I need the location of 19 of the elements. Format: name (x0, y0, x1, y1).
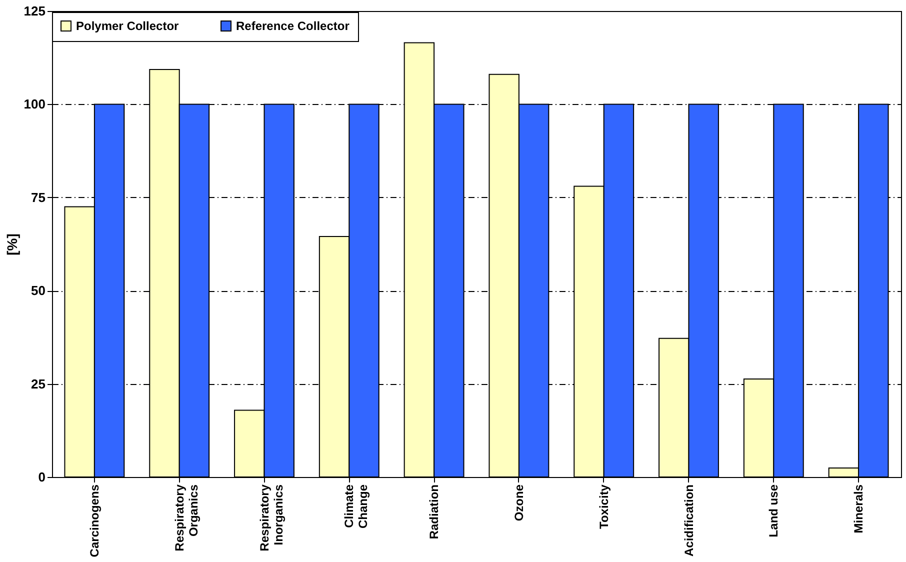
x-tick-label: Land use (766, 484, 781, 538)
x-tick-label: Respiratory Inorganics (257, 484, 286, 552)
y-tick-label: 75 (31, 190, 46, 205)
y-tick-label: 50 (31, 283, 46, 298)
y-axis-title: [%] (4, 234, 20, 256)
x-tick-label: Ozone (512, 484, 526, 522)
x-tick-label: Acidification (682, 484, 696, 557)
x-tick-label: Radiation (427, 484, 442, 540)
y-tick-label: 125 (24, 4, 46, 18)
x-tick-label: Climate Change (342, 484, 370, 529)
x-tick-label: Carcinogens (87, 484, 102, 558)
x-tick-label: Toxicity (596, 484, 611, 529)
y-tick-label: 100 (24, 96, 46, 112)
legend-label: Reference Collector (236, 19, 350, 33)
x-tick-label: Respiratory Organics (172, 484, 200, 552)
y-tick-label: 0 (38, 470, 46, 484)
legend-label: Polymer Collector (76, 19, 180, 33)
y-tick-label: 25 (31, 376, 46, 392)
x-tick-label: Minerals (852, 484, 866, 534)
